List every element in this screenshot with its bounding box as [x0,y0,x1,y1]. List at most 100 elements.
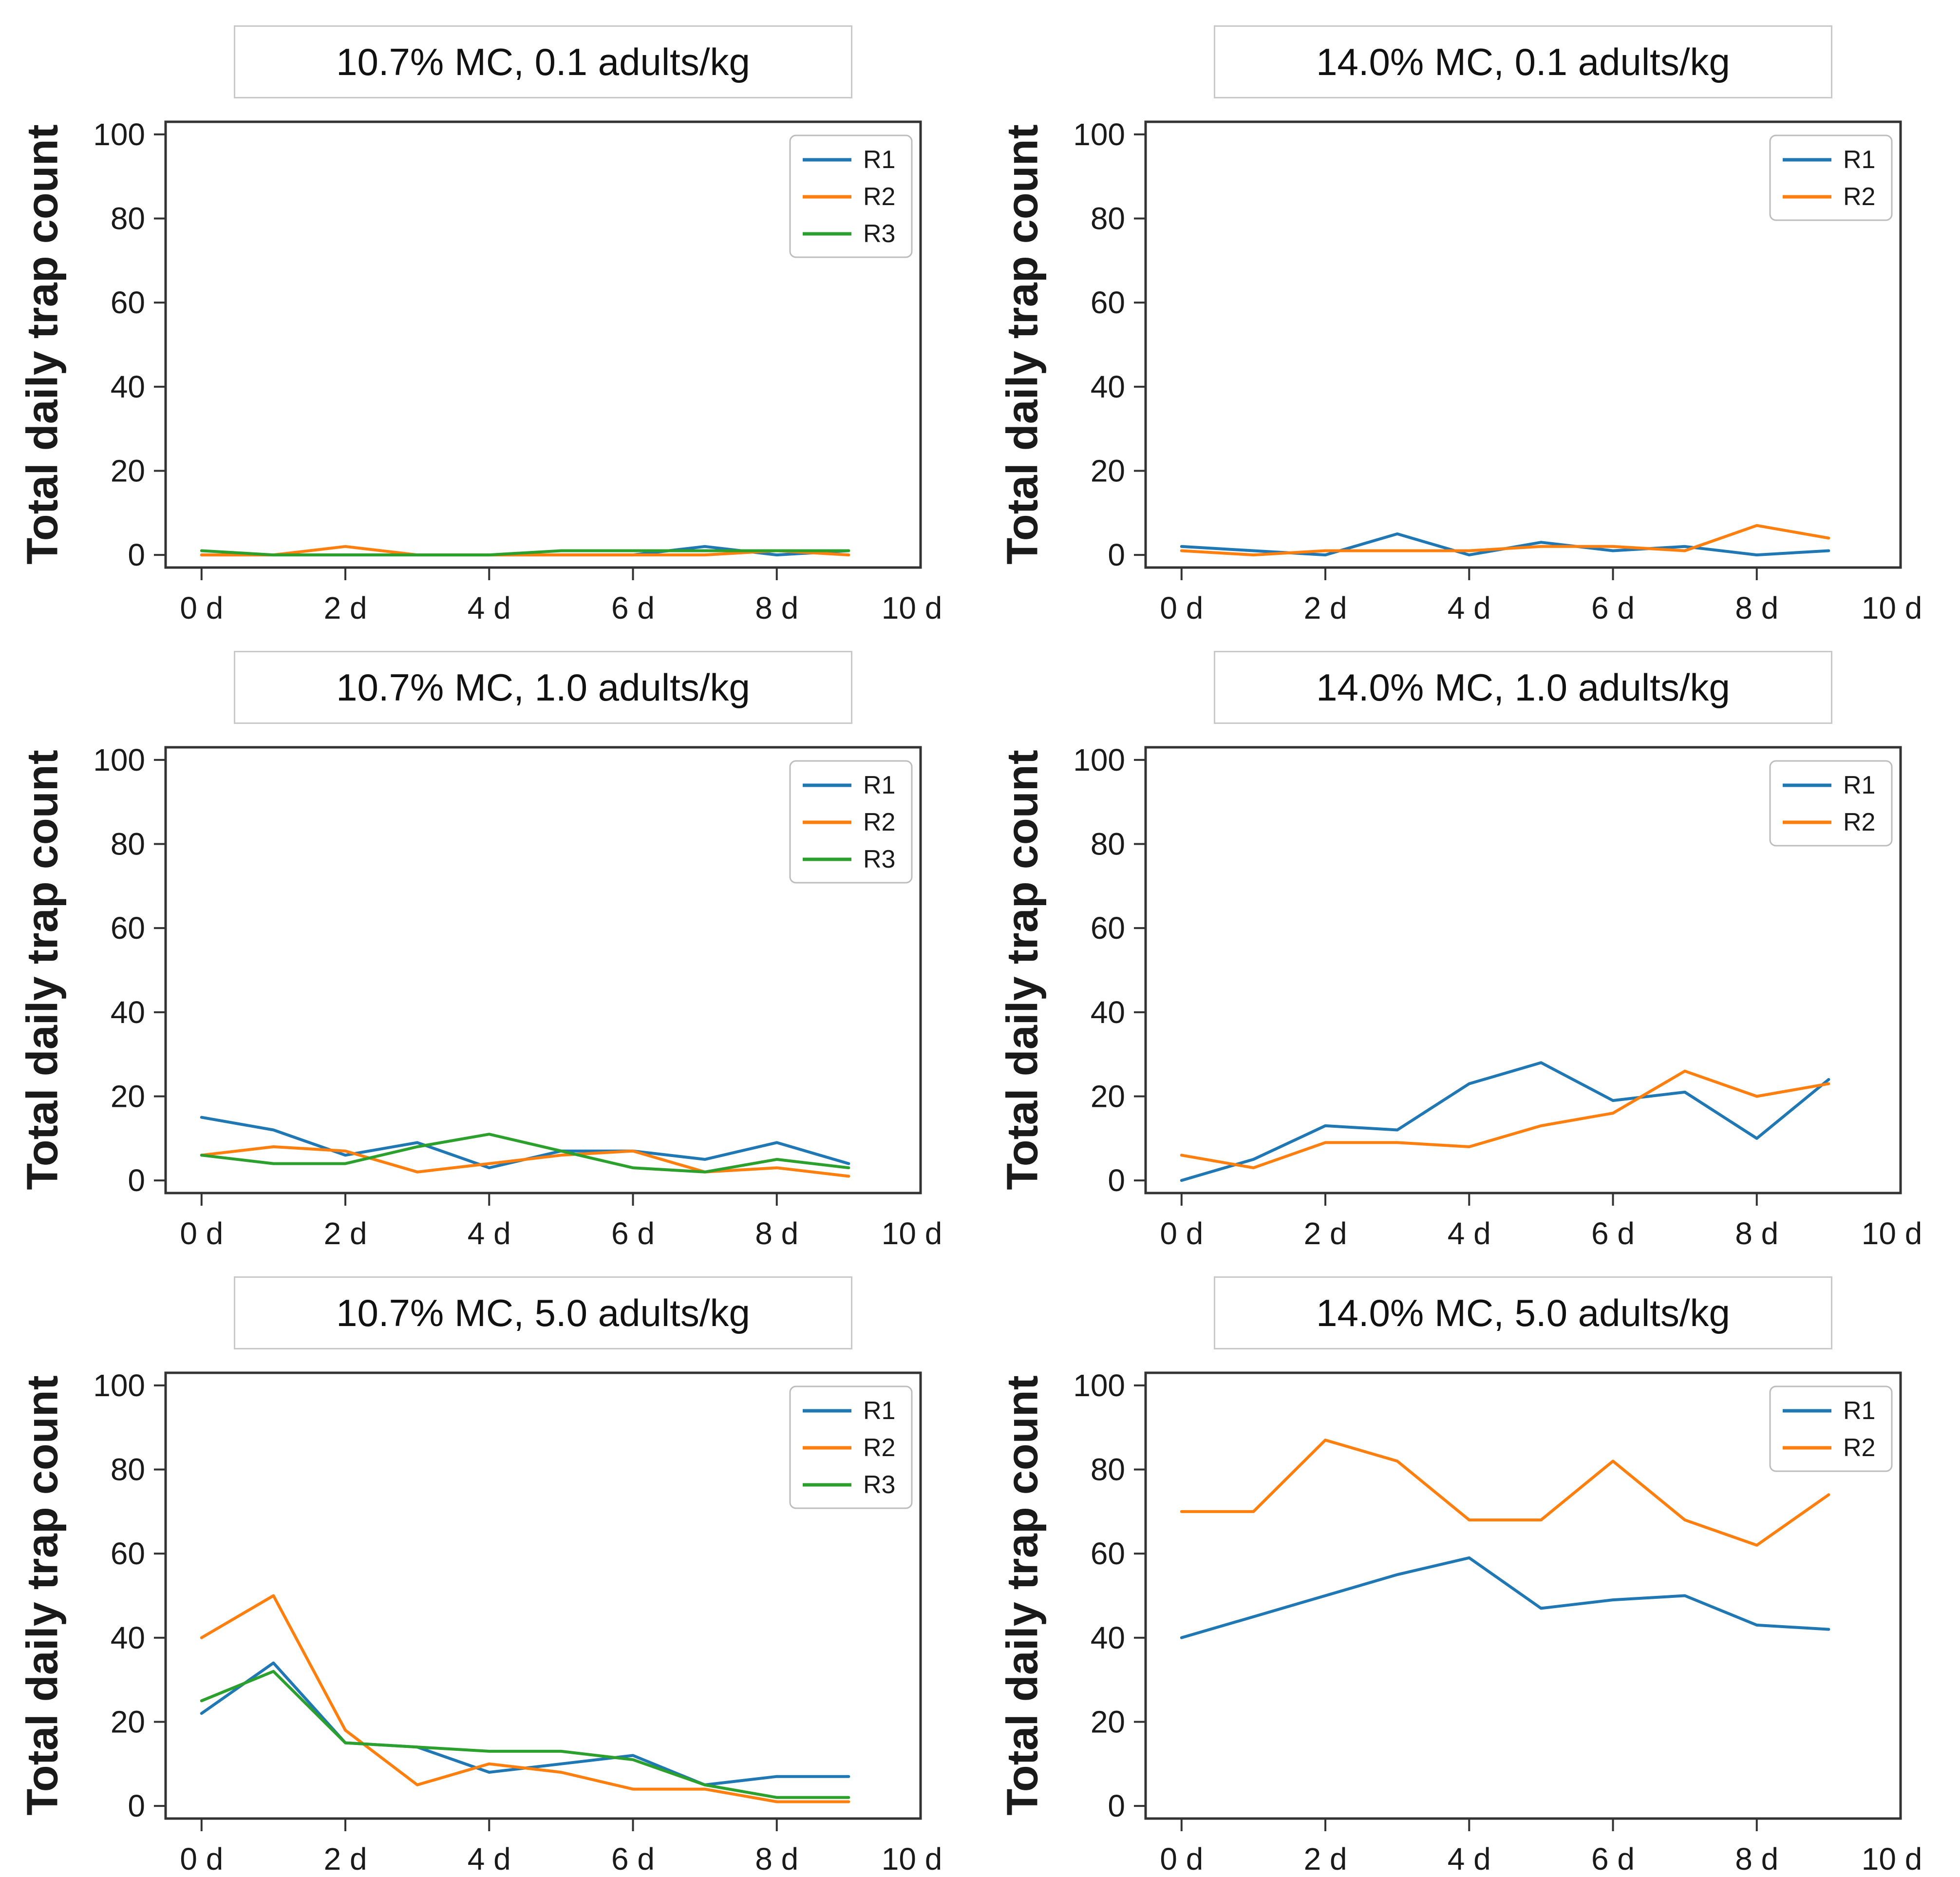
y-axis-label: Total daily trap count [18,124,67,565]
y-tick-label: 0 [1108,537,1125,572]
chart-title: 14.0% MC, 5.0 adults/kg [1214,1276,1832,1349]
y-tick-label: 100 [1073,742,1125,777]
chart-title: 10.7% MC, 0.1 adults/kg [234,25,852,98]
legend-label-r1: R1 [863,771,895,799]
y-tick-label: 40 [1091,995,1125,1030]
x-tick-label: 0 d [1160,590,1203,626]
plot-frame [1144,746,1902,1194]
chart-panel-10.7mc-1.0adults: 10.7% MC, 1.0 adults/kg Total daily trap… [0,626,980,1251]
y-axis-label: Total daily trap count [998,750,1047,1190]
series-line-r1 [1180,532,1830,557]
series-line-r2 [200,545,850,557]
legend-label-r2: R2 [863,1434,895,1462]
x-tick-label: 4 d [468,1216,511,1251]
series-line-r2 [1180,1069,1830,1170]
x-tick-label: 10 d [882,1841,942,1877]
y-tick-label: 40 [111,995,145,1030]
y-tick-label: 80 [111,827,145,862]
y-tick-label: 100 [93,742,145,777]
x-tick-label: 6 d [611,590,655,626]
y-axis-label: Total daily trap count [998,124,1047,565]
y-tick-label: 20 [111,1079,145,1114]
y-tick-label: 60 [111,1536,145,1571]
y-tick-label: 40 [111,369,145,404]
y-tick-label: 20 [1091,1079,1125,1114]
chart-title: 10.7% MC, 5.0 adults/kg [234,1276,852,1349]
series-line-r2 [200,1594,850,1803]
y-tick-label: 100 [93,117,145,152]
line-chart: 0 20 40 60 80 100 0 d 2 d 4 d 6 d 8 d 10 d R1 R2 R3 [93,742,942,1251]
legend: R1 R2 R3 [789,134,913,258]
plot-frame [164,746,922,1194]
x-tick-label: 0 d [180,1841,223,1877]
legend-box [1769,134,1893,221]
series-line-r3 [200,549,850,557]
series-line-r2 [1180,1439,1830,1547]
y-tick-label: 100 [93,1368,145,1403]
y-tick-label: 60 [111,910,145,946]
legend-label-r1: R1 [1843,146,1875,174]
y-tick-label: 80 [1091,827,1125,862]
plot-frame [1144,120,1902,569]
y-tick-label: 0 [128,1163,145,1198]
y-tick-label: 60 [1091,910,1125,946]
chart-panel-14.0mc-1.0adults: 14.0% MC, 1.0 adults/kg Total daily trap… [980,626,1960,1251]
plot-frame [164,120,922,569]
x-tick-label: 6 d [1591,1216,1635,1251]
line-chart: 0 20 40 60 80 100 0 d 2 d 4 d 6 d 8 d 10 d R1 R2 R3 [93,117,942,626]
chart-panel-10.7mc-0.1adults: 10.7% MC, 0.1 adults/kg Total daily trap… [0,0,980,626]
x-tick-label: 8 d [1735,1841,1778,1877]
x-tick-label: 6 d [611,1216,655,1251]
x-tick-label: 0 d [180,1216,223,1251]
series-line-r1 [200,1661,850,1786]
plot-frame [1144,1371,1902,1820]
y-tick-label: 80 [111,201,145,236]
legend-label-r1: R1 [1843,1397,1875,1425]
x-tick-label: 6 d [1591,590,1635,626]
x-tick-label: 4 d [468,1841,511,1877]
chart-title: 10.7% MC, 1.0 adults/kg [234,651,852,724]
x-tick-label: 10 d [1862,1216,1922,1251]
legend-label-r1: R1 [1843,771,1875,799]
x-tick-label: 8 d [755,590,798,626]
y-tick-label: 40 [1091,369,1125,404]
x-tick-label: 8 d [755,1216,798,1251]
y-tick-label: 0 [1108,1788,1125,1823]
y-tick-label: 40 [111,1620,145,1655]
series-line-r2 [1180,524,1830,557]
legend-label-r2: R2 [863,808,895,836]
y-tick-label: 100 [1073,1368,1125,1403]
x-tick-label: 2 d [324,1841,367,1877]
chart-panel-14.0mc-0.1adults: 14.0% MC, 0.1 adults/kg Total daily trap… [980,0,1960,626]
chart-title: 14.0% MC, 1.0 adults/kg [1214,651,1832,724]
x-tick-label: 4 d [468,590,511,626]
x-tick-label: 0 d [180,590,223,626]
x-tick-label: 8 d [1735,590,1778,626]
legend: R1 R2 R3 [789,760,913,884]
y-axis-label: Total daily trap count [998,1375,1047,1816]
y-tick-label: 40 [1091,1620,1125,1655]
y-axis-label: Total daily trap count [18,750,67,1190]
legend-label-r3: R3 [863,220,895,248]
series-line-r1 [1180,1556,1830,1639]
y-tick-label: 80 [1091,201,1125,236]
x-tick-label: 10 d [1862,590,1922,626]
x-tick-label: 2 d [1304,590,1347,626]
x-tick-label: 10 d [882,1216,942,1251]
y-tick-label: 0 [1108,1163,1125,1198]
legend-label-r3: R3 [863,845,895,873]
x-tick-label: 6 d [611,1841,655,1877]
x-tick-label: 2 d [324,1216,367,1251]
x-tick-label: 6 d [1591,1841,1635,1877]
legend-box [1769,760,1893,847]
y-axis-label: Total daily trap count [18,1375,67,1816]
legend-label-r1: R1 [863,1397,895,1425]
y-tick-label: 60 [1091,1536,1125,1571]
y-tick-label: 20 [111,1704,145,1739]
x-tick-label: 10 d [882,590,942,626]
y-tick-label: 20 [1091,453,1125,488]
